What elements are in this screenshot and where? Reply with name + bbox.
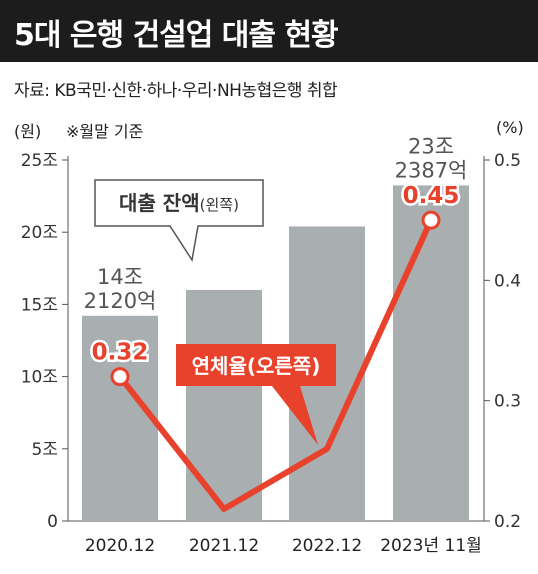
line-value-label: 0.45	[403, 183, 460, 209]
right-axis-unit: (%)	[496, 118, 524, 137]
left-axis-unit: (원)	[14, 122, 42, 141]
x-tick-label: 2021.12	[189, 536, 259, 556]
loan-balance-bar	[393, 185, 469, 521]
source-note: 자료: KB국민·신한·하나·우리·NH농협은행 취합	[14, 81, 338, 101]
bar-value-label-top: 14조	[97, 265, 143, 289]
line-legend-callout	[176, 344, 336, 445]
x-tick-label: 2022.12	[292, 536, 362, 556]
delinquency-rate-line	[117, 217, 434, 512]
title-bar: 5대 은행 건설업 대출 현황	[0, 0, 538, 62]
bar-value-label-bottom: 2387억	[395, 158, 468, 182]
line-point-marker	[110, 367, 130, 387]
bar-legend-label: 대출 잔액(왼쪽)	[119, 191, 239, 215]
bar-legend-callout	[94, 179, 264, 263]
right-tick-label: 0.2	[494, 512, 521, 532]
left-tick-label: 0	[47, 512, 58, 532]
line-legend-label: 연체율(오른쪽)	[192, 354, 321, 378]
loan-balance-bar	[186, 289, 262, 521]
loan-balance-bar	[82, 315, 158, 521]
bar-value-label-top: 23조	[408, 134, 454, 158]
x-tick-label: 2023년 11월	[380, 536, 482, 556]
bar-value-label-bottom: 2120억	[84, 289, 157, 313]
line-value-label: 0.32	[92, 340, 149, 366]
right-tick-label: 0.4	[494, 271, 521, 291]
basis-note: ※월말 기준	[66, 122, 144, 141]
chart-title: 5대 은행 건설업 대출 현황	[14, 18, 339, 53]
x-tick-label: 2020.12	[85, 536, 155, 556]
left-tick-label: 25조	[21, 151, 58, 171]
left-tick-label: 10조	[21, 368, 58, 388]
left-tick-label: 15조	[21, 295, 58, 315]
left-tick-label: 20조	[21, 223, 58, 243]
right-tick-label: 0.3	[494, 392, 521, 412]
line-point-marker	[421, 210, 441, 230]
left-tick-label: 5조	[32, 440, 58, 460]
right-tick-label: 0.5	[494, 151, 521, 171]
